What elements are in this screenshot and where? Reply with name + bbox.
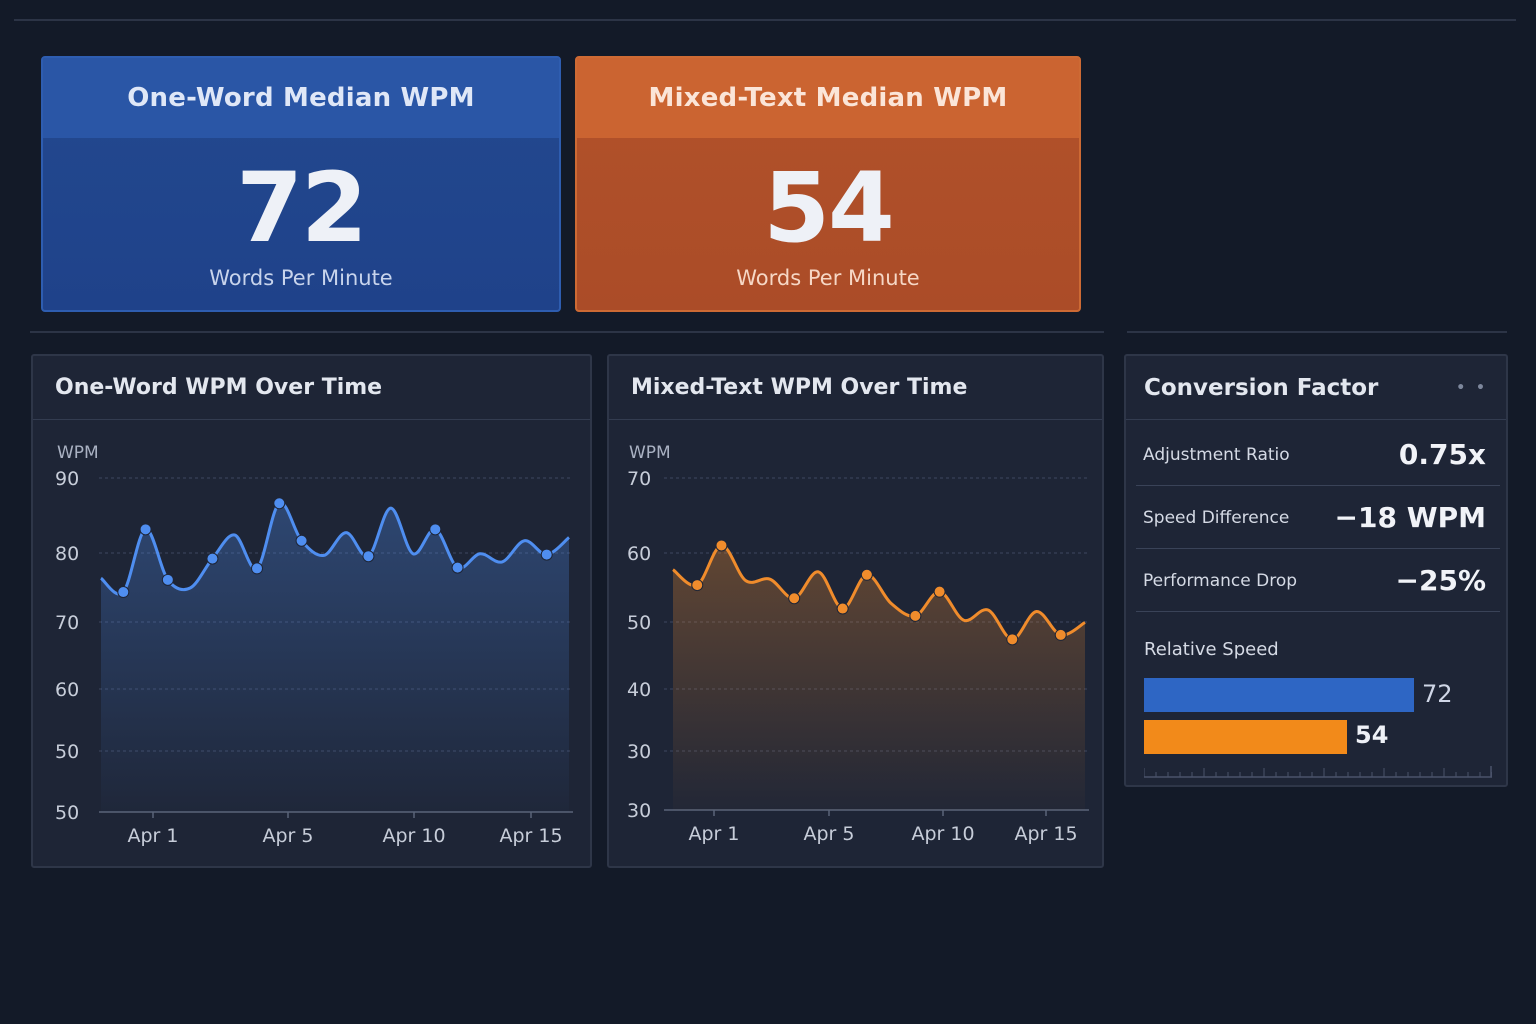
row-label: Performance Drop <box>1143 570 1298 591</box>
chart-title: One-Word WPM Over Time <box>33 356 590 420</box>
data-point <box>715 539 728 552</box>
x-tick-label: Apr 15 <box>1014 823 1077 845</box>
data-point <box>429 523 442 536</box>
one-word-speed-bar <box>1144 678 1414 712</box>
data-point <box>362 550 375 563</box>
mixed-text-speed-value: 54 <box>1355 721 1389 749</box>
data-point <box>1006 633 1019 646</box>
mixed-text-wpm-chart: WPM 70 60 50 40 30 30 Apr 1 Apr 5 Apr 10 Apr 15 <box>627 443 1089 845</box>
chart-title: Mixed-Text WPM Over Time <box>609 356 1102 420</box>
x-tick-label: Apr 5 <box>804 823 855 845</box>
data-point <box>836 602 849 615</box>
data-point <box>540 548 553 561</box>
y-tick-label: 80 <box>55 543 79 565</box>
mixed-text-median-card: Mixed-Text Median WPM 54 Words Per Minut… <box>575 56 1081 312</box>
y-axis-label: WPM <box>629 443 671 463</box>
performance-drop-row: Performance Drop −25% <box>1136 550 1500 612</box>
one-word-chart-panel: One-Word WPM Over Time WPM 90 80 70 60 50 50 Ap… <box>31 354 592 868</box>
x-tick-label: Apr 5 <box>263 825 314 847</box>
section-divider <box>1127 331 1507 333</box>
data-point <box>295 534 308 547</box>
conversion-factor-panel: Conversion Factor • • Adjustment Ratio 0… <box>1124 354 1508 787</box>
x-tick-label: Apr 10 <box>382 825 445 847</box>
conversion-header: Conversion Factor • • <box>1126 356 1506 420</box>
series-line <box>99 501 570 596</box>
row-label: Adjustment Ratio <box>1143 444 1290 465</box>
y-tick-label: 60 <box>627 543 651 565</box>
kpi-value: 72 <box>236 152 368 264</box>
conversion-title: Conversion Factor <box>1144 374 1379 401</box>
x-tick-label: Apr 1 <box>128 825 179 847</box>
y-tick-label: 50 <box>627 612 651 634</box>
data-point <box>860 568 873 581</box>
kpi-title: Mixed-Text Median WPM <box>577 58 1079 138</box>
kpi-unit: Words Per Minute <box>736 266 920 290</box>
row-value: −18 WPM <box>1334 501 1486 534</box>
row-label: Speed Difference <box>1143 507 1290 528</box>
mixed-text-chart-panel: Mixed-Text WPM Over Time WPM 70 60 50 40 30 30… <box>607 354 1104 868</box>
data-point <box>206 552 219 565</box>
y-tick-label: 40 <box>627 679 651 701</box>
data-point <box>909 609 922 622</box>
relative-speed-label: Relative Speed <box>1144 639 1279 660</box>
section-divider <box>30 331 1104 333</box>
data-point <box>451 561 464 574</box>
y-tick-label: 70 <box>55 612 79 634</box>
kpi-value: 54 <box>763 152 895 264</box>
data-point <box>691 579 704 592</box>
data-point <box>933 585 946 598</box>
x-tick-label: Apr 10 <box>911 823 974 845</box>
data-point <box>139 523 152 536</box>
speed-difference-row: Speed Difference −18 WPM <box>1136 487 1500 549</box>
data-point <box>273 497 286 510</box>
y-axis-label: WPM <box>57 443 99 463</box>
x-tick-label: Apr 1 <box>689 823 740 845</box>
row-value: 0.75x <box>1398 438 1486 471</box>
one-word-median-card: One-Word Median WPM 72 Words Per Minute <box>41 56 561 312</box>
y-tick-label: 50 <box>55 802 79 824</box>
data-point <box>117 586 130 599</box>
relative-speed-scale <box>1144 766 1492 778</box>
one-word-wpm-chart: WPM 90 80 70 60 50 50 Apr 1 Apr 5 Apr 10 Apr 15 <box>55 443 573 847</box>
kpi-title: One-Word Median WPM <box>43 58 559 138</box>
y-tick-label: 50 <box>55 741 79 763</box>
y-tick-label: 90 <box>55 468 79 490</box>
kpi-unit: Words Per Minute <box>209 266 393 290</box>
data-point <box>788 592 801 605</box>
data-point <box>161 573 174 586</box>
x-tick-label: Apr 15 <box>499 825 562 847</box>
row-value: −25% <box>1395 564 1486 597</box>
series-area <box>101 502 569 812</box>
y-tick-label: 30 <box>627 800 651 822</box>
y-tick-label: 70 <box>627 468 651 490</box>
y-tick-label: 30 <box>627 741 651 763</box>
adjustment-ratio-row: Adjustment Ratio 0.75x <box>1136 424 1500 486</box>
data-point <box>251 562 263 575</box>
data-point <box>1054 628 1067 641</box>
y-tick-label: 60 <box>55 679 79 701</box>
one-word-speed-value: 72 <box>1422 680 1453 708</box>
top-divider <box>14 19 1516 21</box>
mixed-text-speed-bar <box>1144 720 1347 754</box>
more-options-icon[interactable]: • • <box>1456 379 1488 396</box>
